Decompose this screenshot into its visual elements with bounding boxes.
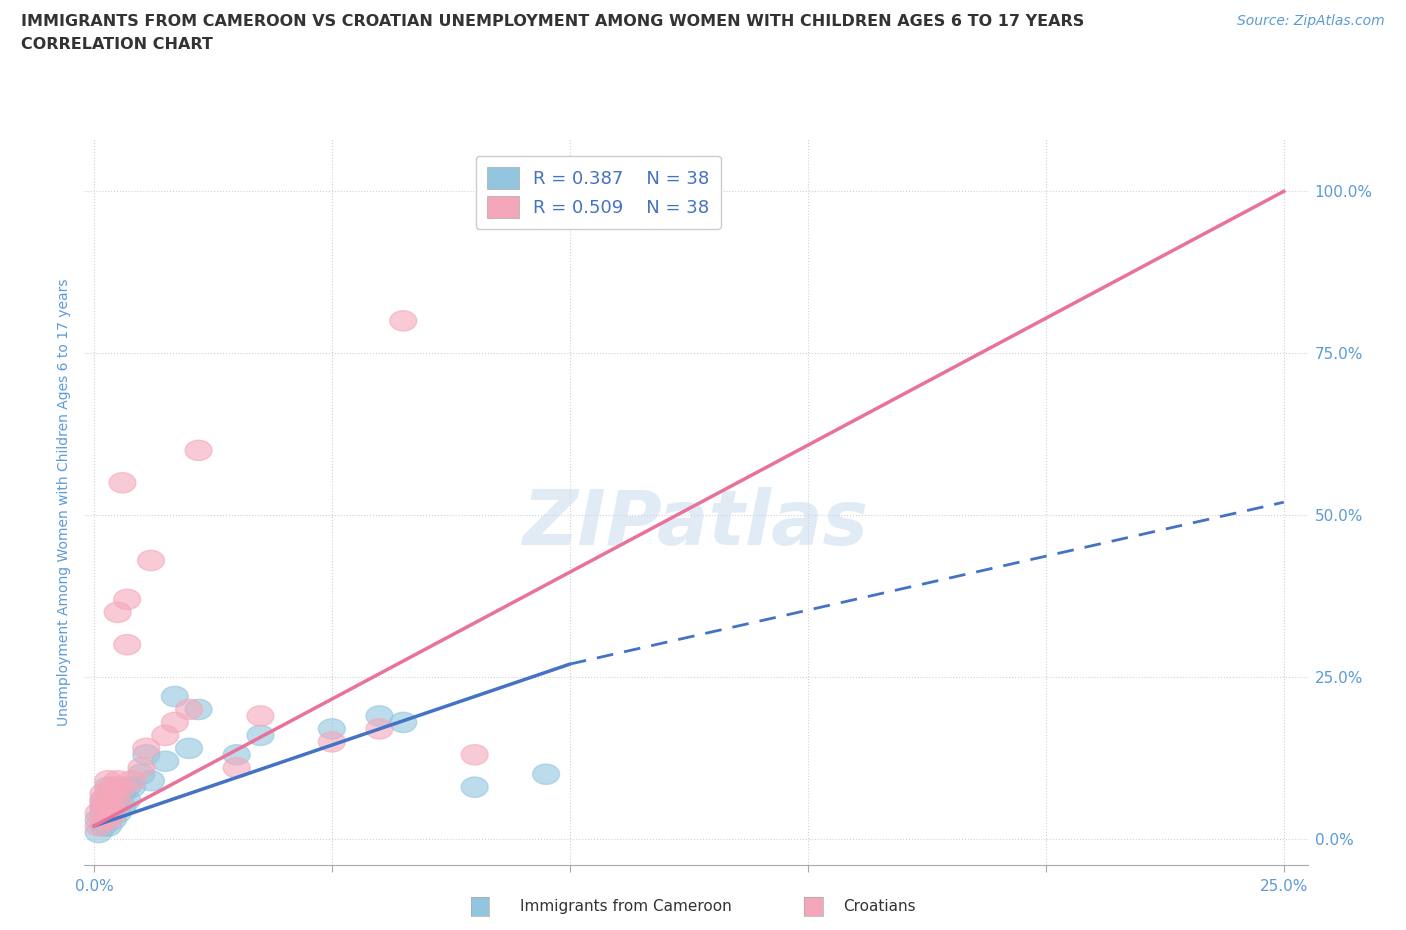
Text: CORRELATION CHART: CORRELATION CHART <box>21 37 212 52</box>
Text: ZIPatlas: ZIPatlas <box>523 487 869 561</box>
Text: IMMIGRANTS FROM CAMEROON VS CROATIAN UNEMPLOYMENT AMONG WOMEN WITH CHILDREN AGES: IMMIGRANTS FROM CAMEROON VS CROATIAN UNE… <box>21 14 1084 29</box>
Text: Source: ZipAtlas.com: Source: ZipAtlas.com <box>1237 14 1385 28</box>
Text: Croatians: Croatians <box>844 899 917 914</box>
Text: Immigrants from Cameroon: Immigrants from Cameroon <box>520 899 733 914</box>
Legend: R = 0.387    N = 38, R = 0.509    N = 38: R = 0.387 N = 38, R = 0.509 N = 38 <box>475 156 720 229</box>
Y-axis label: Unemployment Among Women with Children Ages 6 to 17 years: Unemployment Among Women with Children A… <box>58 278 72 726</box>
